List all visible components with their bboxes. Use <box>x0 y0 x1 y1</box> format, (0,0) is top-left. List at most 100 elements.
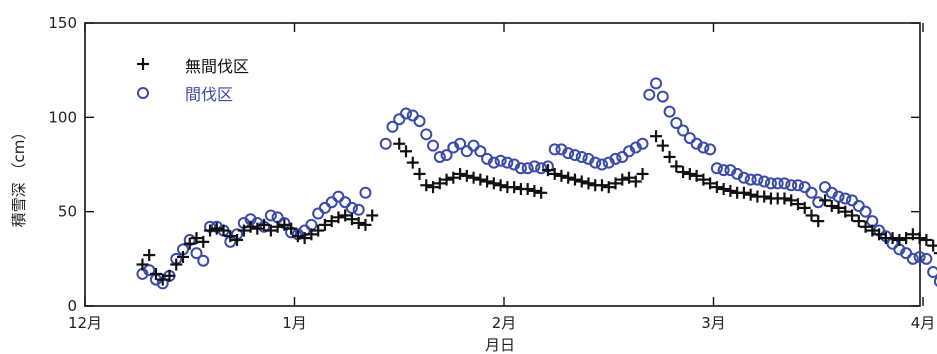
series-thinning <box>136 77 937 290</box>
data-point-no-thinning <box>697 173 710 186</box>
data-point-no-thinning <box>636 167 649 180</box>
data-point-no-thinning <box>562 171 575 184</box>
data-point-no-thinning <box>791 198 804 211</box>
data-point-thinning <box>352 203 365 216</box>
data-markers <box>136 77 937 290</box>
data-point-thinning <box>920 252 933 265</box>
data-point-no-thinning <box>656 139 669 152</box>
data-point-no-thinning <box>183 237 196 250</box>
legend-plus-symbol <box>137 58 149 70</box>
data-point-no-thinning <box>237 224 250 237</box>
data-point-thinning <box>420 128 433 141</box>
data-point-no-thinning <box>197 235 210 248</box>
data-point-thinning <box>359 186 372 199</box>
data-point-thinning <box>454 137 467 150</box>
data-point-no-thinning <box>900 232 913 245</box>
x-tick-label: 1月 <box>282 314 307 332</box>
data-point-no-thinning <box>819 194 832 207</box>
data-point-thinning <box>339 196 352 209</box>
data-point-thinning <box>819 181 832 194</box>
data-point-thinning <box>785 179 798 192</box>
data-point-thinning <box>758 175 771 188</box>
x-tick-label: 3月 <box>701 314 726 332</box>
data-point-thinning <box>575 150 588 163</box>
x-tick-label: 12月 <box>68 314 102 332</box>
data-point-no-thinning <box>798 201 811 214</box>
x-tick-label: 2月 <box>492 314 517 332</box>
data-point-thinning <box>312 207 325 220</box>
data-point-thinning <box>535 162 548 175</box>
data-point-no-thinning <box>758 190 771 203</box>
data-point-thinning <box>812 196 825 209</box>
data-point-no-thinning <box>312 224 325 237</box>
data-point-no-thinning <box>231 233 244 246</box>
data-point-no-thinning <box>839 205 852 218</box>
data-point-no-thinning <box>136 258 149 271</box>
data-point-thinning <box>906 252 919 265</box>
data-point-thinning <box>386 120 399 133</box>
data-point-no-thinning <box>298 232 311 245</box>
data-point-thinning <box>839 192 852 205</box>
data-point-no-thinning <box>893 233 906 246</box>
data-point-no-thinning <box>170 258 183 271</box>
data-point-no-thinning <box>717 183 730 196</box>
data-point-no-thinning <box>400 145 413 158</box>
data-point-thinning <box>744 173 757 186</box>
data-point-no-thinning <box>359 218 372 231</box>
data-point-thinning <box>197 254 210 267</box>
data-point-no-thinning <box>467 171 480 184</box>
data-point-thinning <box>494 154 507 167</box>
data-point-no-thinning <box>582 177 595 190</box>
data-point-no-thinning <box>832 201 845 214</box>
legend-circle-symbol <box>137 87 149 99</box>
data-point-thinning <box>791 179 804 192</box>
data-point-no-thinning <box>460 169 473 182</box>
data-point-no-thinning <box>737 186 750 199</box>
data-point-no-thinning <box>352 216 365 229</box>
legend-label-thinning: 間伐区 <box>185 85 233 104</box>
data-point-no-thinning <box>623 171 636 184</box>
data-point-no-thinning <box>825 200 838 213</box>
data-point-no-thinning <box>812 215 825 228</box>
data-point-no-thinning <box>704 177 717 190</box>
data-point-thinning <box>913 250 926 263</box>
data-point-no-thinning <box>677 166 690 179</box>
data-point-no-thinning <box>873 228 886 241</box>
data-point-no-thinning <box>271 220 284 233</box>
data-point-no-thinning <box>487 177 500 190</box>
data-point-thinning <box>616 150 629 163</box>
data-point-thinning <box>190 247 203 260</box>
data-point-thinning <box>143 264 156 277</box>
data-point-thinning <box>393 113 406 126</box>
data-point-no-thinning <box>258 218 271 231</box>
axis-ticks <box>84 22 924 307</box>
data-point-no-thinning <box>852 215 865 228</box>
data-point-no-thinning <box>440 173 453 186</box>
data-point-no-thinning <box>609 177 622 190</box>
x-axis-title: 月日 <box>485 336 515 354</box>
data-point-no-thinning <box>690 169 703 182</box>
data-point-no-thinning <box>508 181 521 194</box>
legend-marker-circle <box>137 87 149 99</box>
data-point-no-thinning <box>278 218 291 231</box>
data-point-no-thinning <box>325 215 338 228</box>
data-point-no-thinning <box>927 239 937 252</box>
data-point-thinning <box>474 145 487 158</box>
data-point-no-thinning <box>163 269 176 282</box>
data-point-no-thinning <box>210 222 223 235</box>
data-point-no-thinning <box>663 150 676 163</box>
data-point-thinning <box>859 205 872 218</box>
data-point-no-thinning <box>683 167 696 180</box>
data-point-thinning <box>440 149 453 162</box>
data-point-thinning <box>562 147 575 160</box>
data-point-no-thinning <box>420 179 433 192</box>
data-point-no-thinning <box>454 167 467 180</box>
data-point-thinning <box>467 139 480 152</box>
data-point-no-thinning <box>629 175 642 188</box>
data-point-thinning <box>568 149 581 162</box>
legend: 無間伐区 間伐区 <box>137 57 249 104</box>
data-point-no-thinning <box>318 218 331 231</box>
data-point-no-thinning <box>176 250 189 263</box>
data-point-no-thinning <box>339 209 352 222</box>
legend-label-no-thinning: 無間伐区 <box>185 57 249 76</box>
